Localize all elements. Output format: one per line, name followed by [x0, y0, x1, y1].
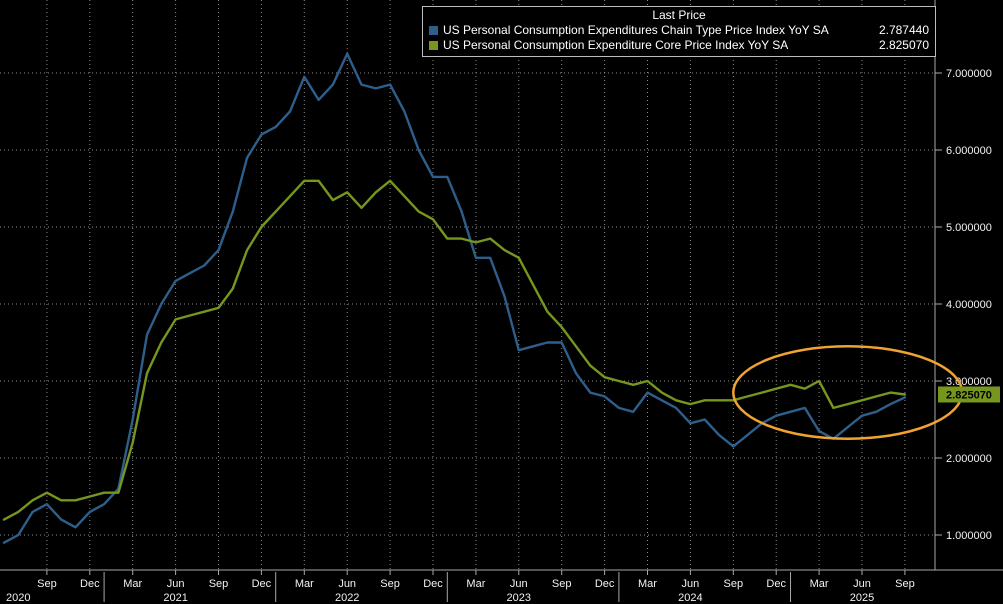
x-tick-label: Mar [466, 578, 485, 590]
x-tick-label: Mar [295, 578, 314, 590]
legend-item-headline-pce: US Personal Consumption Expenditures Cha… [429, 23, 929, 38]
y-tick-label: 3.000000 [946, 376, 992, 388]
x-tick-label: Jun [167, 578, 185, 590]
legend-value-headline-pce: 2.787440 [878, 23, 929, 37]
x-tick-label: Sep [380, 578, 400, 590]
legend-box: Last Price US Personal Consumption Expen… [422, 6, 936, 57]
year-label: 2022 [335, 592, 359, 604]
core-pce-line [2, 179, 907, 521]
legend-item-core-pce: US Personal Consumption Expenditure Core… [429, 38, 929, 53]
headline-pce-line [2, 52, 907, 544]
x-tick-label: Sep [209, 578, 229, 590]
last-price-badge [938, 386, 1000, 403]
year-label: 2025 [850, 592, 874, 604]
x-tick-label: Mar [810, 578, 829, 590]
x-tick-label: Dec [595, 578, 615, 590]
last-price-badge-text: 2.825070 [946, 390, 992, 402]
highlight-ellipse-annotation [732, 345, 964, 440]
core-pce-swatch [429, 41, 438, 50]
x-tick-label: Dec [423, 578, 443, 590]
headline-pce-swatch [429, 26, 438, 35]
y-tick-label: 2.000000 [946, 453, 992, 465]
y-tick-label: 4.000000 [946, 299, 992, 311]
x-tick-label: Jun [853, 578, 871, 590]
x-tick-label: Mar [638, 578, 657, 590]
y-tick-label: 6.000000 [946, 145, 992, 157]
year-label: 2023 [507, 592, 531, 604]
y-tick-label: 7.000000 [946, 68, 992, 80]
x-tick-label: Dec [80, 578, 100, 590]
x-tick-label: Jun [682, 578, 700, 590]
x-tick-label: Dec [766, 578, 786, 590]
y-tick-label: 5.000000 [946, 222, 992, 234]
x-tick-label: Jun [510, 578, 528, 590]
x-tick-label: Sep [552, 578, 572, 590]
legend-label-headline-pce: US Personal Consumption Expenditures Cha… [443, 23, 829, 37]
x-tick-label: Sep [37, 578, 57, 590]
x-tick-label: Mar [123, 578, 142, 590]
legend-title: Last Price [652, 8, 706, 22]
legend-label-core-pce: US Personal Consumption Expenditure Core… [443, 38, 789, 52]
year-label: 2024 [678, 592, 702, 604]
y-tick-label: 1.000000 [946, 530, 992, 542]
year-label: 2021 [163, 592, 187, 604]
year-label: 2020 [6, 592, 30, 604]
x-tick-label: Jun [338, 578, 356, 590]
x-tick-label: Dec [252, 578, 272, 590]
x-tick-label: Sep [895, 578, 915, 590]
legend-value-core-pce: 2.825070 [878, 38, 929, 52]
x-tick-label: Sep [724, 578, 744, 590]
